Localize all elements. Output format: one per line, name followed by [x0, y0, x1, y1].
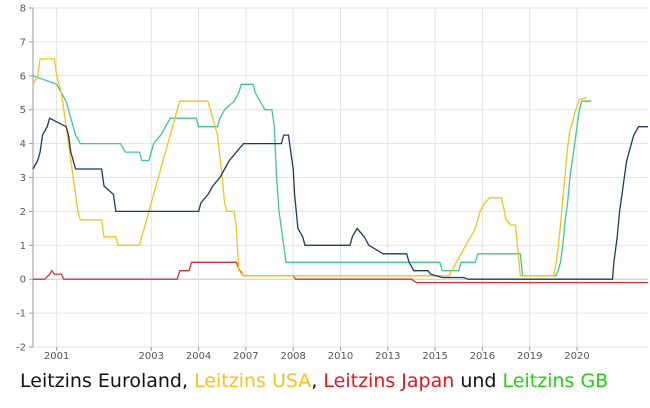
y-tick-label: 0 [20, 275, 26, 286]
y-tick-label: 1 [20, 241, 26, 252]
series-line-leitzins-japan [33, 261, 648, 284]
x-tick-label: 2001 [44, 351, 69, 362]
series-lines [32, 58, 648, 284]
x-tick-label: 2010 [328, 351, 353, 362]
legend-japan: Leitzins Japan [323, 370, 455, 392]
x-tick-label: 2016 [470, 351, 495, 362]
x-tick-label: 2003 [139, 351, 164, 362]
legend-usa: Leitzins USA [194, 370, 312, 392]
grid-lines [33, 7, 648, 348]
y-tick-label: 2 [20, 207, 26, 218]
x-tick-label: 2019 [517, 351, 542, 362]
legend-euroland: Leitzins Euroland, [20, 370, 195, 392]
x-tick-label: 2015 [422, 351, 447, 362]
y-tick-label: 4 [20, 139, 26, 150]
y-tick-label: -2 [16, 343, 26, 354]
legend-caption: Leitzins Euroland, Leitzins USA, Leitzin… [20, 370, 608, 392]
series-line-leitzins-gb [32, 75, 592, 277]
y-tick-label: 3 [20, 173, 26, 184]
legend-sep: , [311, 370, 324, 392]
series-line-leitzins-euroland [32, 117, 648, 280]
y-tick-labels: 8 7 6 5 4 3 2 1 0 -1 -2 [16, 4, 26, 354]
y-tick-label: 5 [20, 105, 26, 116]
series-line-leitzins-usa [32, 58, 587, 277]
x-tick-label: 2004 [186, 351, 211, 362]
x-tick-label: 2007 [233, 351, 258, 362]
y-tick-label: 7 [20, 37, 26, 48]
y-tick-label: 6 [20, 71, 26, 82]
x-tick-label: 2008 [280, 351, 305, 362]
x-tick-labels: 2001 2003 2004 2007 2008 2010 2013 2015 2016 2019… [44, 351, 590, 362]
y-tick-label: -1 [16, 309, 26, 320]
x-tick-label: 2013 [375, 351, 400, 362]
x-tick-label: 2020 [564, 351, 589, 362]
legend-und: und [454, 370, 503, 392]
y-tick-label: 8 [20, 4, 26, 15]
legend-gb: Leitzins GB [502, 370, 609, 392]
axes [29, 7, 578, 351]
